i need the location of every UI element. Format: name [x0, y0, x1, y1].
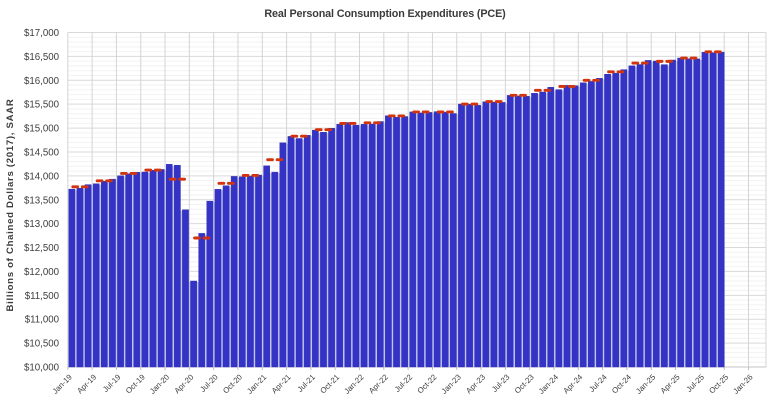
svg-text:$16,000: $16,000 [24, 76, 60, 87]
svg-text:$10,500: $10,500 [24, 339, 60, 350]
svg-text:$17,000: $17,000 [24, 28, 60, 39]
svg-text:Real Personal Consumption Expe: Real Personal Consumption Expenditures (… [264, 8, 506, 20]
svg-text:$13,000: $13,000 [24, 219, 60, 230]
svg-text:$15,000: $15,000 [24, 124, 60, 135]
svg-text:$14,000: $14,000 [24, 171, 60, 182]
svg-text:$11,500: $11,500 [25, 291, 60, 302]
svg-text:$12,000: $12,000 [24, 267, 60, 278]
svg-text:$14,500: $14,500 [24, 147, 60, 158]
svg-text:$16,500: $16,500 [24, 52, 60, 63]
svg-text:$12,500: $12,500 [24, 243, 60, 254]
svg-text:Billions of Chained Dollars (2: Billions of Chained Dollars (2017), SAAR [5, 99, 16, 312]
svg-text:$15,500: $15,500 [24, 100, 60, 111]
svg-text:$10,000: $10,000 [24, 363, 60, 374]
svg-text:$11,000: $11,000 [25, 315, 60, 326]
svg-text:$13,500: $13,500 [24, 195, 60, 206]
